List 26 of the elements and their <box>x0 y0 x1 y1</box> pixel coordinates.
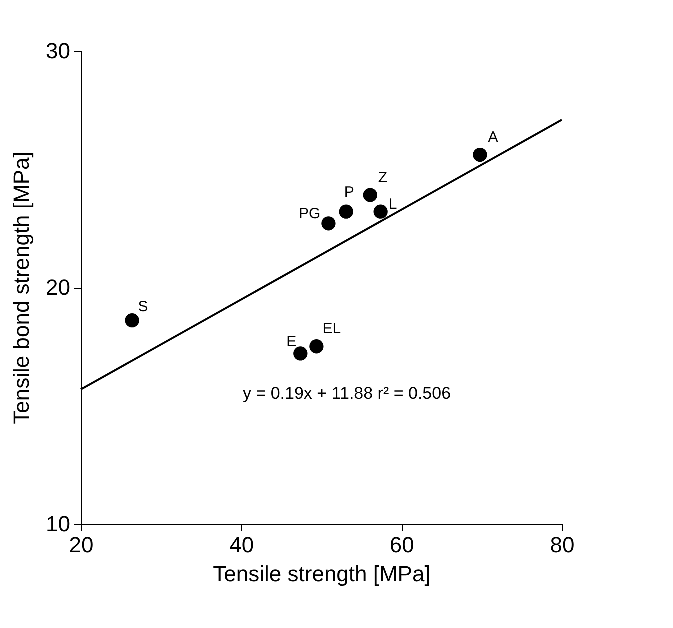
annotation: EL <box>322 320 342 338</box>
annotation: E <box>286 334 297 351</box>
x-tick-label: 40 <box>230 532 254 558</box>
annotation: L <box>388 196 398 213</box>
x-axis-title: Tensile strength [MPa] <box>213 562 431 586</box>
y-tick-label: 20 <box>46 275 70 300</box>
point <box>339 204 354 219</box>
annotation: Z <box>378 169 388 186</box>
y-tick-label: 30 <box>46 38 70 64</box>
point <box>363 188 378 202</box>
x-tick-label: 20 <box>69 532 94 558</box>
annotation: A <box>488 129 498 146</box>
x-tick-label: 80 <box>550 532 575 558</box>
annotation: y = 0.19x + 11.88 r² = 0.506 <box>242 384 452 403</box>
point <box>322 216 336 231</box>
point <box>374 204 388 219</box>
y-axis-title: Tensile bond strength [MPa] <box>9 152 34 424</box>
annotation: PG <box>299 206 321 223</box>
annotation: S <box>138 298 148 316</box>
x-tick-label: 60 <box>390 532 414 558</box>
point <box>473 148 488 162</box>
point <box>125 314 140 328</box>
point <box>294 346 308 361</box>
annotation: P <box>344 184 354 201</box>
point <box>310 340 324 354</box>
y-tick-label: 10 <box>46 512 70 536</box>
